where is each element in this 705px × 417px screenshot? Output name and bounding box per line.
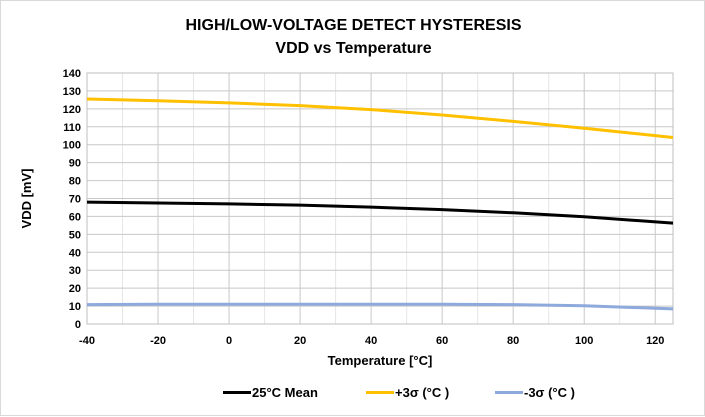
y-tick-label: 90 [69, 158, 81, 170]
y-tick-label: 30 [69, 265, 81, 277]
chart-title: HIGH/LOW-VOLTAGE DETECT HYSTERESIS [185, 17, 522, 34]
y-tick-label: 50 [69, 229, 81, 241]
y-tick-label: 20 [69, 283, 81, 295]
x-tick-label: 20 [294, 335, 306, 347]
x-axis-label: Temperature [°C] [328, 353, 433, 368]
y-tick-label: 130 [63, 86, 81, 98]
legend-item: +3σ (°C ) [366, 385, 449, 400]
legend-label: 25°C Mean [252, 385, 318, 400]
x-tick-label: -40 [79, 335, 95, 347]
legend-swatch [223, 391, 251, 394]
series-line-0 [86, 200, 674, 225]
x-tick-label: 80 [507, 335, 519, 347]
legend-swatch [495, 391, 523, 394]
y-axis-label: VDD [mV] [19, 169, 34, 229]
legend-label: +3σ (°C ) [395, 385, 450, 400]
plot-border [86, 72, 674, 325]
y-tick-label: 0 [75, 319, 81, 331]
y-tick-label: 70 [69, 194, 81, 206]
legend-item: -3σ (°C ) [495, 385, 575, 400]
legend-item: 25°C Mean [223, 385, 318, 400]
series-line-1 [86, 97, 674, 139]
x-tick-label: 120 [646, 335, 664, 347]
y-tick-label: 60 [69, 211, 81, 223]
x-tick-label: 100 [575, 335, 593, 347]
series-line-2 [86, 302, 674, 311]
y-tick-label: 140 [63, 68, 81, 80]
y-tick-label: 80 [69, 176, 81, 188]
chart-subtitle: VDD vs Temperature [275, 40, 432, 57]
y-tick-label: 10 [69, 301, 81, 313]
y-tick-label: 120 [63, 104, 81, 116]
x-tick-label: 60 [436, 335, 448, 347]
legend-label: -3σ (°C ) [524, 385, 575, 400]
legend-swatch [366, 391, 394, 394]
x-tick-label: 0 [226, 335, 232, 347]
y-tick-label: 100 [63, 140, 81, 152]
y-tick-label: 110 [63, 122, 81, 134]
x-tick-label: 40 [365, 335, 377, 347]
y-tick-label: 40 [69, 247, 81, 259]
x-tick-label: -20 [150, 335, 166, 347]
